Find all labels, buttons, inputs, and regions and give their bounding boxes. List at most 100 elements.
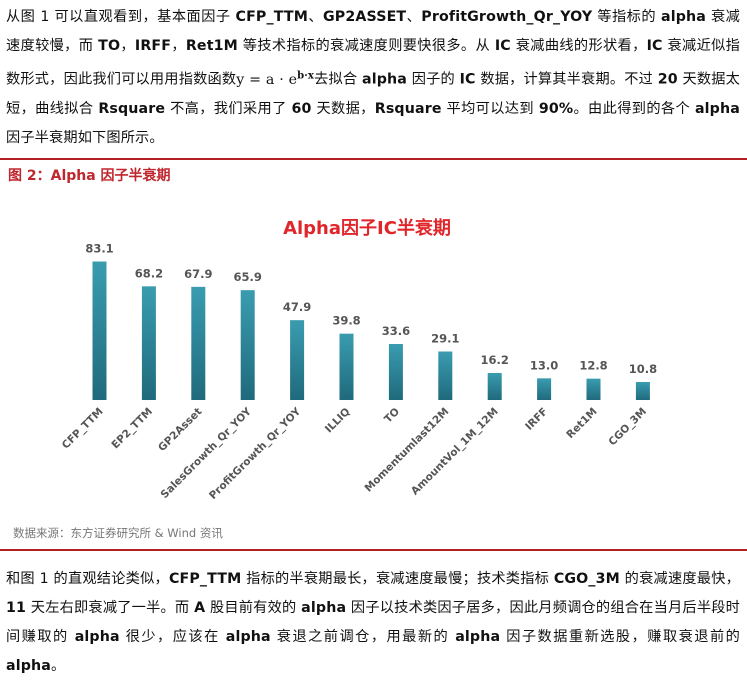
- formula: y = a · eb·x: [236, 70, 315, 88]
- factor-term: 60: [291, 100, 312, 117]
- category-label: ILLIQ: [323, 406, 353, 436]
- factor-term: alpha: [301, 600, 347, 616]
- bar-TO: [388, 344, 403, 400]
- factor-term: IRFF: [134, 38, 172, 54]
- half-life-bar-chart: Alpha因子IC半衰期 83.1 68.2 67.9 65.9 47.9 39.8 33.…: [60, 217, 657, 502]
- factor-term: Rsquare: [98, 100, 166, 117]
- factor-term: GP2ASSET: [323, 9, 407, 25]
- text-span: 衰减近似指数形式，因此我们可以用用指数函数: [6, 38, 740, 88]
- factor-term: alpha: [361, 71, 407, 88]
- text-span: 天数据，: [311, 100, 375, 117]
- text-span: 、: [406, 9, 422, 25]
- text-span: 因子的: [407, 71, 460, 88]
- category-label: CFP_TTM: [60, 406, 106, 452]
- formula-base: y = a · e: [236, 71, 298, 88]
- factor-term: CFP_TTM: [168, 571, 242, 587]
- text-span: 因子数据重新选股，赚取衰退前的: [500, 629, 740, 645]
- factor-term: alpha: [455, 629, 501, 645]
- factor-term: 20: [657, 71, 678, 88]
- category-label: Ret1M: [564, 406, 599, 441]
- bar-CGO_3M: [635, 382, 650, 400]
- text-span: 和图 1 的直观结论类似，: [6, 571, 169, 587]
- value-label: 10.8: [629, 362, 657, 376]
- factor-term: alpha: [6, 658, 52, 674]
- text-span: ，: [120, 38, 135, 54]
- value-label: 13.0: [530, 358, 558, 372]
- figure-caption: 图 2：Alpha 因子半衰期: [8, 168, 171, 184]
- category-label: AmountVol_1M_12M: [409, 406, 501, 498]
- value-label: 29.1: [431, 332, 459, 346]
- factor-term: Ret1M: [185, 38, 238, 54]
- factor-term: A: [194, 600, 206, 616]
- value-label: 68.2: [135, 266, 163, 280]
- category-label: Momentumlast12M: [363, 406, 452, 495]
- text-span: 因子以技术类因子居多，因此月频调仓的组合在当月后半段时间赚取的: [6, 600, 740, 645]
- value-label: 65.9: [234, 270, 262, 284]
- factor-term: IC: [459, 71, 476, 88]
- text-span: 等技术指标的衰减速度则要快很多。从: [237, 38, 495, 54]
- value-label: 67.9: [184, 267, 212, 281]
- value-label: 83.1: [85, 242, 113, 256]
- formula-exponent: b·x: [297, 70, 315, 81]
- bar-Ret1M: [586, 378, 601, 400]
- text-span: 不高，我们采用了: [165, 100, 292, 117]
- text-span: 的衰减速度最快，: [619, 571, 740, 587]
- category-label: IRFF: [523, 406, 550, 433]
- factor-term: CFP_TTM: [235, 9, 308, 25]
- chart-title: Alpha因子IC半衰期: [283, 217, 451, 239]
- factor-term: TO: [98, 38, 121, 54]
- bar-Momentumlast12M: [438, 351, 453, 400]
- value-label: 16.2: [481, 353, 509, 367]
- text-span: 股目前有效的: [205, 600, 302, 616]
- value-label: 12.8: [579, 359, 607, 373]
- factor-term: 11: [6, 600, 27, 616]
- conclusion-paragraph: 和图 1 的直观结论类似，CFP_TTM 指标的半衰期最长，衰减速度最慢；技术类…: [6, 565, 740, 681]
- bar-ILLIQ: [339, 333, 354, 400]
- bar-CFP_TTM: [92, 261, 107, 400]
- text-span: 衰退之前调仓，用最新的: [270, 629, 456, 645]
- category-label: SalesGrowth_Qr_YOY: [158, 405, 254, 501]
- value-label: 33.6: [382, 324, 410, 338]
- bar-IRFF: [537, 378, 552, 400]
- text-span: 去拟合: [314, 71, 362, 88]
- category-label: EP2_TTM: [109, 406, 155, 452]
- figure-top-rule: [0, 158, 747, 160]
- text-span: 衰减速度较慢，而: [6, 9, 741, 54]
- text-span: 衰减曲线的形状看，: [510, 38, 647, 54]
- value-label: 39.8: [332, 314, 360, 328]
- factor-term: alpha: [74, 629, 120, 645]
- text-span: 因子半衰期如下图所示。: [6, 129, 164, 146]
- value-label: 47.9: [283, 300, 311, 314]
- data-source-note: 数据来源：东方证券研究所 & Wind 资讯: [13, 526, 223, 540]
- category-label: TO: [382, 406, 402, 426]
- text-span: 平均可以达到: [441, 100, 539, 117]
- factor-term: alpha: [225, 629, 271, 645]
- category-labels-layer: CFP_TTM EP2_TTM GP2AssetSalesGrowth_Qr_YOY…: [60, 405, 649, 502]
- text-span: 。由此得到的各个: [573, 100, 695, 117]
- category-label: ProfitGrowth_Qr_YOY: [207, 405, 304, 502]
- factor-term: Rsquare: [374, 100, 442, 117]
- value-labels-layer: 83.1 68.2 67.9 65.9 47.9 39.8 33.6 29.1 16.2 13.0…: [85, 242, 657, 377]
- factor-term: IC: [494, 38, 511, 54]
- text-span: 天左右即衰减了一半。而: [26, 600, 195, 616]
- factor-term: alpha: [660, 9, 707, 25]
- intro-paragraph: 从图 1 可以直观看到，基本面因子 CFP_TTM、GP2ASSET、Profi…: [6, 3, 740, 153]
- text-span: 很少，应该在: [119, 629, 226, 645]
- figure-bottom-rule: [0, 549, 747, 551]
- text-span: 等指标的: [592, 9, 661, 25]
- text-span: 。: [51, 658, 66, 674]
- category-label: CGO_3M: [606, 406, 649, 449]
- factor-term: alpha: [694, 100, 740, 117]
- bar-AmountVol_1M_12M: [487, 373, 502, 400]
- factor-term: IC: [646, 38, 663, 54]
- text-span: 天数据太短，曲线拟合: [6, 71, 741, 117]
- bars-layer: [92, 261, 650, 400]
- text-span: 数据，计算其半衰期。不过: [475, 71, 658, 88]
- factor-term: 90%: [538, 100, 574, 117]
- text-span: ，: [171, 38, 186, 54]
- bar-GP2Asset: [191, 286, 206, 400]
- category-label: GP2Asset: [156, 406, 204, 454]
- text-span: 从图 1 可以直观看到，基本面因子: [6, 9, 236, 25]
- bar-EP2_TTM: [141, 286, 156, 400]
- factor-term: ProfitGrowth_Qr_YOY: [421, 9, 593, 25]
